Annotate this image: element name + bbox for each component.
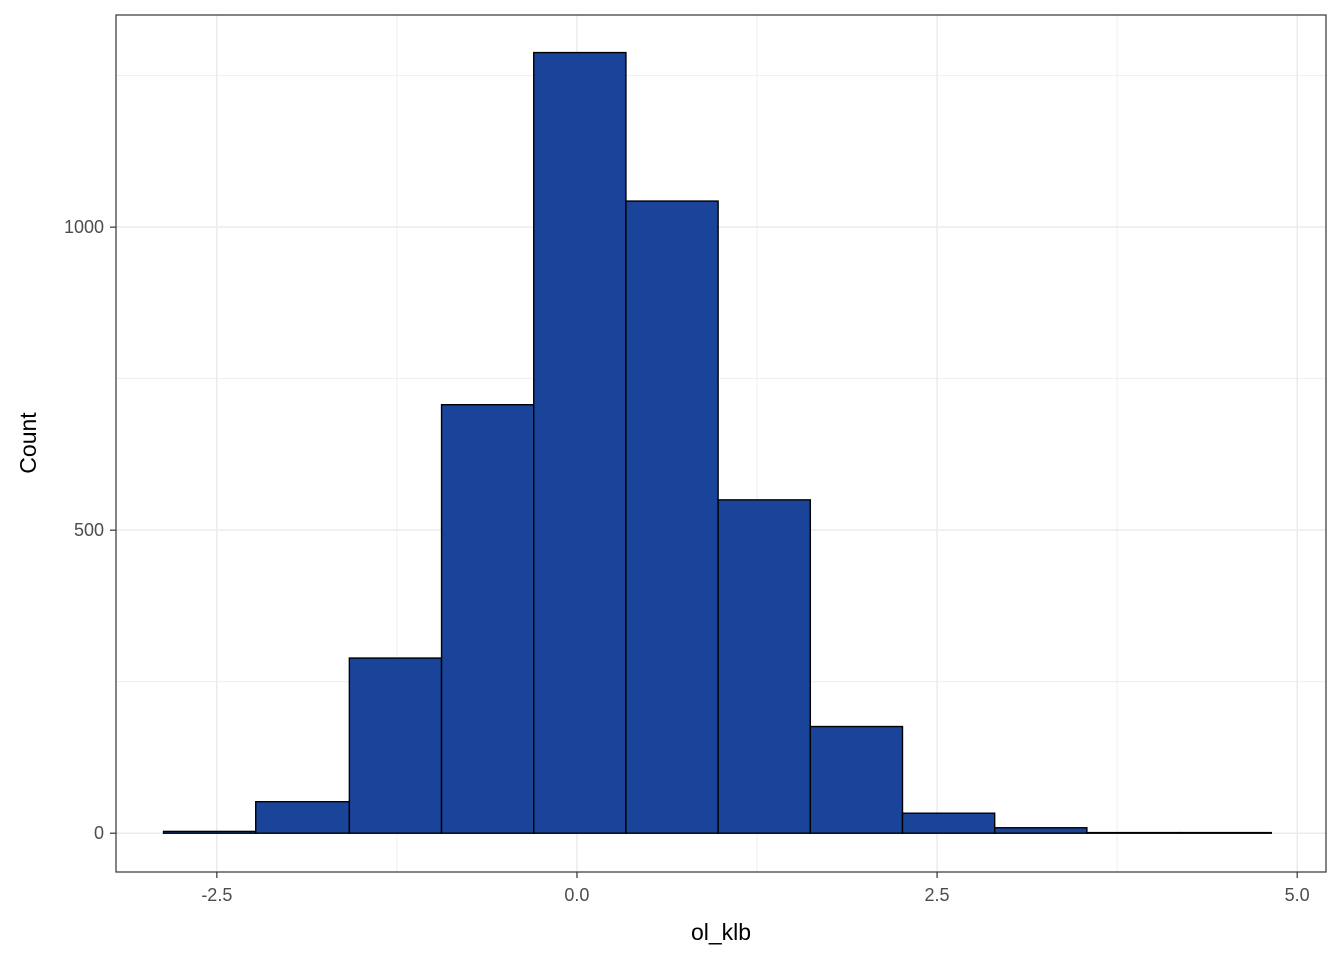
histogram-bar [901, 812, 996, 834]
x-tick-label: 2.5 [925, 885, 950, 905]
x-tick-label: 5.0 [1285, 885, 1310, 905]
histogram-bar [1178, 831, 1272, 834]
panel-border [115, 14, 1327, 873]
x-axis: -2.5 0.0 2.5 5.0 [201, 872, 1310, 905]
y-axis: 0 500 1000 [64, 217, 116, 843]
x-tick-label: 0.0 [564, 885, 589, 905]
y-tick-label: 500 [74, 520, 104, 540]
x-axis-title: ol_klb [691, 919, 751, 945]
y-tick-label: 1000 [64, 217, 104, 237]
histogram-bar [717, 499, 812, 834]
histogram-bar [625, 200, 719, 834]
histogram-bar [533, 51, 627, 834]
histogram-bar [162, 830, 257, 834]
histogram-bar [255, 800, 351, 834]
histogram-bar [440, 404, 535, 834]
histogram-bars [162, 51, 1272, 834]
y-axis-title: Count [15, 412, 41, 474]
y-tick-label: 0 [94, 823, 104, 843]
x-tick-label: -2.5 [201, 885, 232, 905]
histogram-bar [993, 827, 1088, 834]
histogram-bar [1086, 831, 1180, 834]
histogram-bar [809, 725, 904, 834]
histogram-bar [348, 657, 443, 834]
